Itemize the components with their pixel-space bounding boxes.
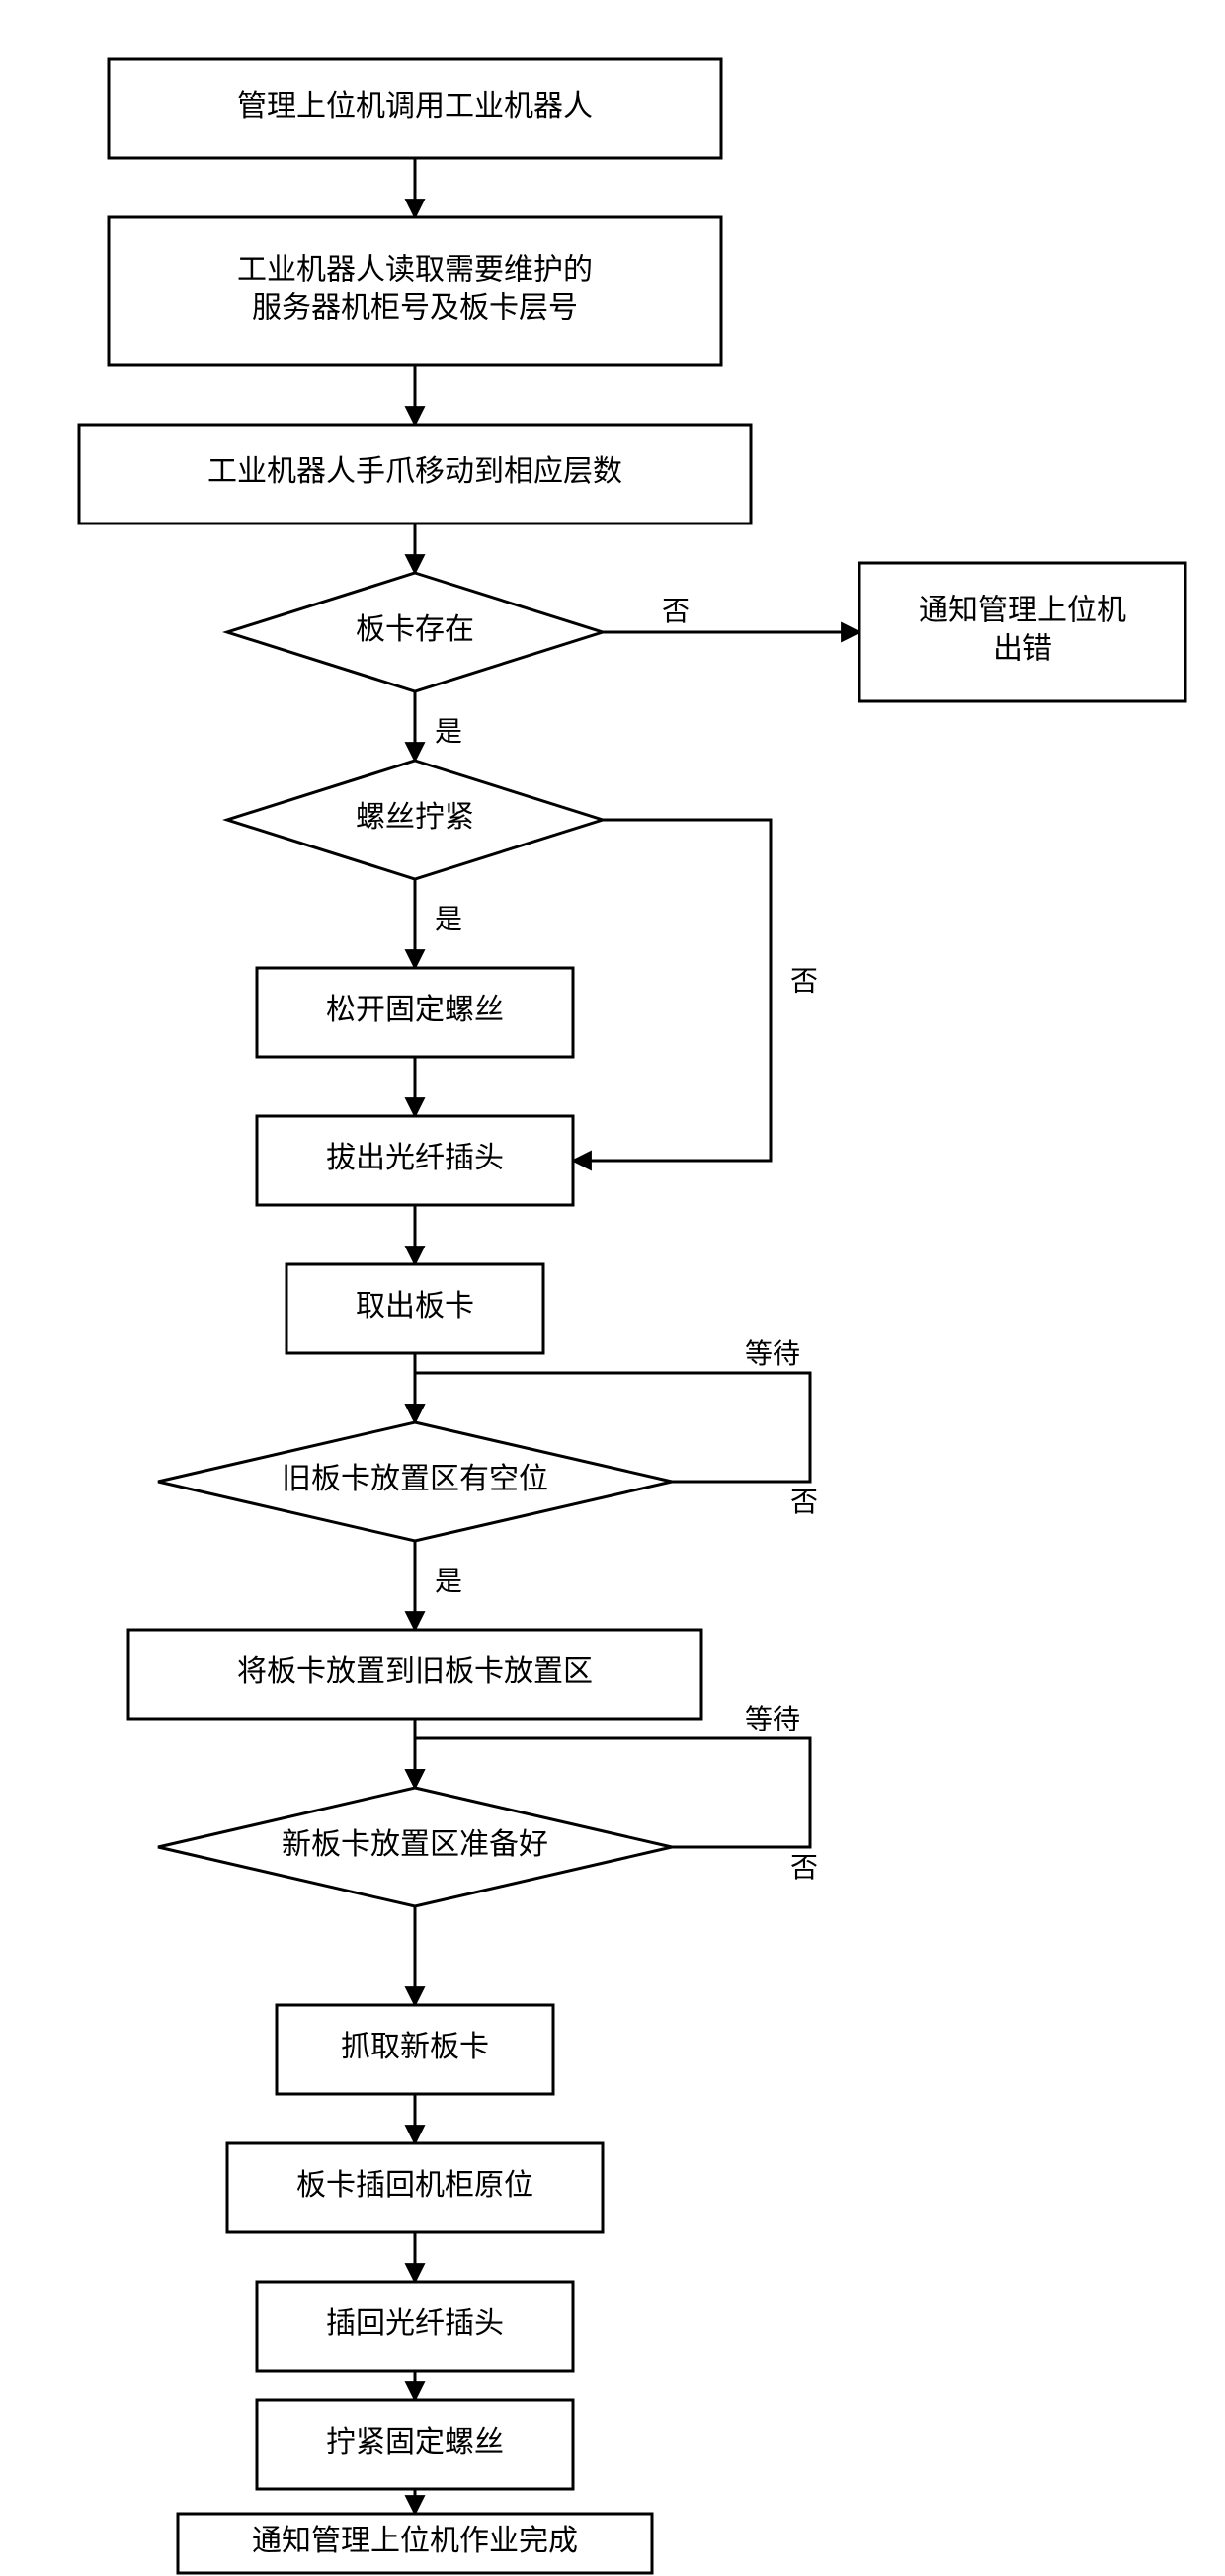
svg-text:是: 是 — [435, 905, 462, 935]
node-n2-line0: 工业机器人读取需要维护的 — [237, 253, 593, 285]
svg-text:等待: 等待 — [745, 1704, 800, 1735]
node-n9-line0: 板卡插回机柜原位 — [296, 2169, 533, 2202]
svg-text:是: 是 — [435, 717, 462, 748]
node-d3-line0: 旧板卡放置区有空位 — [282, 1463, 548, 1495]
svg-text:等待: 等待 — [745, 1338, 800, 1370]
node-d4-line0: 新板卡放置区准备好 — [282, 1828, 548, 1861]
node-n5: 拔出光纤插头 — [257, 1116, 573, 1205]
node-d2: 螺丝拧紧 — [227, 761, 603, 879]
node-n2: 工业机器人读取需要维护的服务器机柜号及板卡层号 — [109, 217, 721, 365]
node-n6-line0: 取出板卡 — [356, 1290, 474, 1323]
node-d2-line0: 螺丝拧紧 — [356, 801, 474, 834]
node-n3-line0: 工业机器人手爪移动到相应层数 — [207, 455, 622, 488]
node-n4-line0: 松开固定螺丝 — [326, 994, 504, 1026]
node-d1-line0: 板卡存在 — [356, 613, 474, 646]
node-err-line0: 通知管理上位机 — [919, 594, 1126, 626]
node-n10: 插回光纤插头 — [257, 2282, 573, 2371]
node-n3: 工业机器人手爪移动到相应层数 — [79, 425, 751, 523]
node-n5-line0: 拔出光纤插头 — [326, 1142, 504, 1174]
node-n12: 通知管理上位机作业完成 — [178, 2514, 652, 2573]
node-n1: 管理上位机调用工业机器人 — [109, 59, 721, 158]
flowchart-canvas: 否是是否是等待否等待否管理上位机调用工业机器人工业机器人读取需要维护的服务器机柜… — [0, 0, 1225, 2576]
node-n11-line0: 拧紧固定螺丝 — [326, 2426, 504, 2458]
node-n1-line0: 管理上位机调用工业机器人 — [237, 90, 593, 122]
node-n11: 拧紧固定螺丝 — [257, 2400, 573, 2489]
node-n8: 抓取新板卡 — [277, 2005, 553, 2094]
nodes-layer: 管理上位机调用工业机器人工业机器人读取需要维护的服务器机柜号及板卡层号工业机器人… — [79, 59, 1185, 2573]
node-n7: 将板卡放置到旧板卡放置区 — [128, 1630, 701, 1719]
node-d3: 旧板卡放置区有空位 — [158, 1422, 672, 1541]
node-n7-line0: 将板卡放置到旧板卡放置区 — [237, 1655, 593, 1688]
node-d1: 板卡存在 — [227, 573, 603, 691]
node-n10-line0: 插回光纤插头 — [326, 2307, 504, 2340]
svg-text:否: 否 — [790, 967, 818, 998]
node-n6: 取出板卡 — [286, 1264, 543, 1353]
node-n4: 松开固定螺丝 — [257, 968, 573, 1057]
svg-text:否: 否 — [790, 1853, 818, 1884]
node-n12-line0: 通知管理上位机作业完成 — [252, 2525, 578, 2557]
svg-text:否: 否 — [662, 597, 690, 627]
node-n2-line1: 服务器机柜号及板卡层号 — [252, 291, 578, 324]
svg-text:否: 否 — [790, 1488, 818, 1518]
node-err: 通知管理上位机出错 — [859, 563, 1185, 701]
node-err-line1: 出错 — [993, 632, 1052, 665]
node-n9: 板卡插回机柜原位 — [227, 2143, 603, 2232]
svg-text:是: 是 — [435, 1567, 462, 1597]
node-d4: 新板卡放置区准备好 — [158, 1788, 672, 1906]
node-n8-line0: 抓取新板卡 — [341, 2031, 489, 2063]
